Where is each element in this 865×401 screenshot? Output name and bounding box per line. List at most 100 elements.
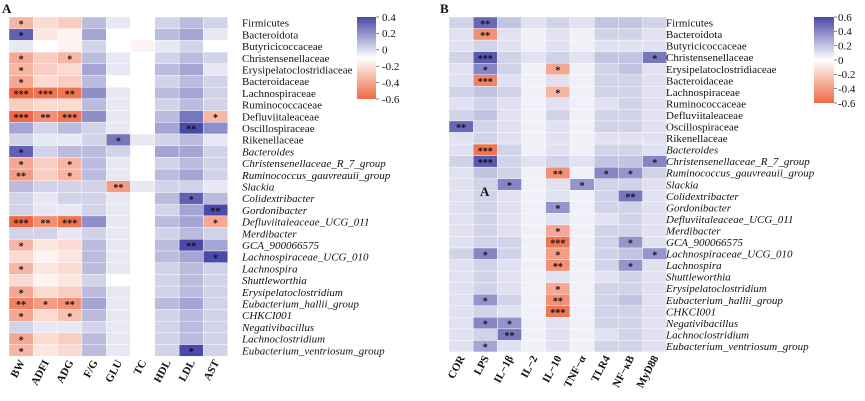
heatmap-cell (618, 120, 643, 133)
heatmap-cell (594, 97, 619, 110)
heatmap-cell (81, 133, 107, 146)
column-label-ast: AST (202, 357, 223, 382)
significance-mark: *** (38, 90, 53, 101)
row-label-christensenellaceae-r-7-group: Christensenellaceae_R_7_group (666, 156, 810, 168)
heatmap-cell (203, 133, 228, 146)
significance-marks-b: ******* ** ************* *** * ** ******** ** * *… (456, 19, 657, 353)
heatmap-cell (154, 51, 180, 64)
heatmap-cell (642, 317, 667, 330)
row-label-merdibacter: Merdibacter (241, 228, 297, 240)
heatmap-cell (57, 321, 83, 334)
heatmap-cell (594, 340, 619, 353)
row-label-lachnoclostridium: Lachnoclostridium (665, 329, 749, 341)
heatmap-cell (618, 201, 643, 214)
colorbar-tick-label: 0.4 (382, 12, 396, 24)
heatmap-cell (521, 213, 546, 226)
heatmap-cell (57, 274, 83, 287)
heatmap-cell (203, 274, 228, 287)
heatmap-cell (154, 321, 180, 334)
significance-mark: * (19, 31, 24, 42)
heatmap-cell (154, 63, 180, 76)
heatmap-cell (448, 259, 474, 272)
heatmap-cell (521, 86, 546, 99)
row-label-chkci001: CHKCI001 (242, 310, 292, 322)
heatmap-cell (130, 168, 155, 182)
row-label-eubacterium-ventriosum-group: Eubacterium_ventriosum_group (665, 341, 809, 353)
heatmap-cell (130, 51, 155, 64)
colorbar-tick-label: -0.2 (382, 61, 399, 73)
row-label-slackia: Slackia (666, 179, 699, 191)
heatmap-cell (130, 180, 155, 193)
heatmap-cell (33, 274, 58, 287)
heatmap-cell (130, 86, 155, 100)
heatmap-cell (448, 201, 474, 214)
significance-mark: * (213, 113, 218, 124)
heatmap-cell (57, 16, 83, 29)
heatmap-cell (618, 28, 643, 41)
heatmap-cell (130, 309, 155, 322)
significance-mark: *** (14, 113, 29, 124)
colorbar-tick-label: 0.2 (382, 28, 396, 40)
heatmap-cell (105, 285, 131, 299)
colorbar-tick-label: 0.2 (838, 40, 852, 52)
heatmap-cell (81, 285, 107, 299)
heatmap-cell (8, 250, 34, 263)
heatmap-cell (8, 321, 34, 334)
heatmap-cell (569, 213, 595, 226)
heatmap-cell (497, 63, 522, 75)
significance-mark: *** (478, 77, 493, 88)
heatmap-cell (203, 227, 228, 240)
column-label-nf-b: NF−κB (610, 353, 637, 390)
heatmap-cell (642, 236, 667, 249)
heatmap-cell (130, 192, 155, 205)
significance-mark: *** (62, 218, 77, 229)
heatmap-cell (33, 63, 58, 76)
heatmap-cell (642, 28, 667, 41)
heatmap-cell (618, 74, 643, 87)
significance-mark: * (19, 54, 24, 65)
colorbar-b-ticks: 0.6 0.4 0.2 0 -0.2 -0.4 -0.6 (834, 12, 856, 110)
column-label-il-2: IL−2 (519, 353, 541, 380)
heatmap-cell (618, 282, 643, 295)
significance-mark: ** (65, 90, 75, 101)
significance-mark: * (19, 312, 24, 323)
heatmap-cell (57, 203, 83, 217)
row-label-negativibacillus: Negativibacillus (665, 318, 738, 330)
colorbar-tick-label: -0.6 (838, 98, 856, 110)
colorbar-tick-label: -0.6 (382, 94, 400, 106)
heatmap-cell (203, 86, 228, 100)
heatmap-cell (203, 285, 228, 299)
heatmap-cell (130, 321, 155, 334)
heatmap-cell (105, 110, 131, 123)
column-label-lps: LPS (472, 354, 492, 377)
heatmap-cell (521, 178, 546, 191)
heatmap-cell (154, 227, 180, 240)
heatmap-cell (203, 51, 228, 64)
heatmap-cell (594, 120, 619, 133)
heatmap-cell (178, 262, 204, 275)
column-label-adfi: ADFI (29, 358, 52, 387)
heatmap-cell (154, 285, 180, 299)
heatmap-cell (105, 215, 131, 228)
heatmap-cell (57, 133, 83, 146)
heatmap-cell (130, 285, 155, 299)
significance-mark: * (43, 300, 48, 311)
heatmap-cell (521, 97, 546, 110)
heatmap-cell (594, 270, 619, 283)
row-label-shuttleworthia: Shuttleworthia (242, 275, 307, 287)
significance-mark: * (19, 78, 24, 89)
significance-mark: * (116, 136, 121, 147)
heatmap-cell (618, 109, 643, 122)
heatmap-cell (618, 270, 643, 283)
heatmap-cell (473, 270, 498, 283)
heatmap-cell (81, 86, 107, 100)
heatmap-cell (473, 109, 498, 122)
row-label-lachnospiraceae-ucg-010: Lachnospiraceae_UCG_010 (665, 249, 793, 261)
heatmap-cell (105, 40, 131, 53)
heatmap-cell (521, 74, 546, 87)
heatmap-cell (497, 97, 522, 110)
colorbar-a-ticks: 0.4 0.2 0 -0.2 -0.4 -0.6 (376, 12, 400, 106)
row-label-bacteroidaceae: Bacteroidaceae (242, 76, 309, 88)
heatmap-cell (594, 28, 619, 41)
heatmap-cell (545, 270, 571, 283)
